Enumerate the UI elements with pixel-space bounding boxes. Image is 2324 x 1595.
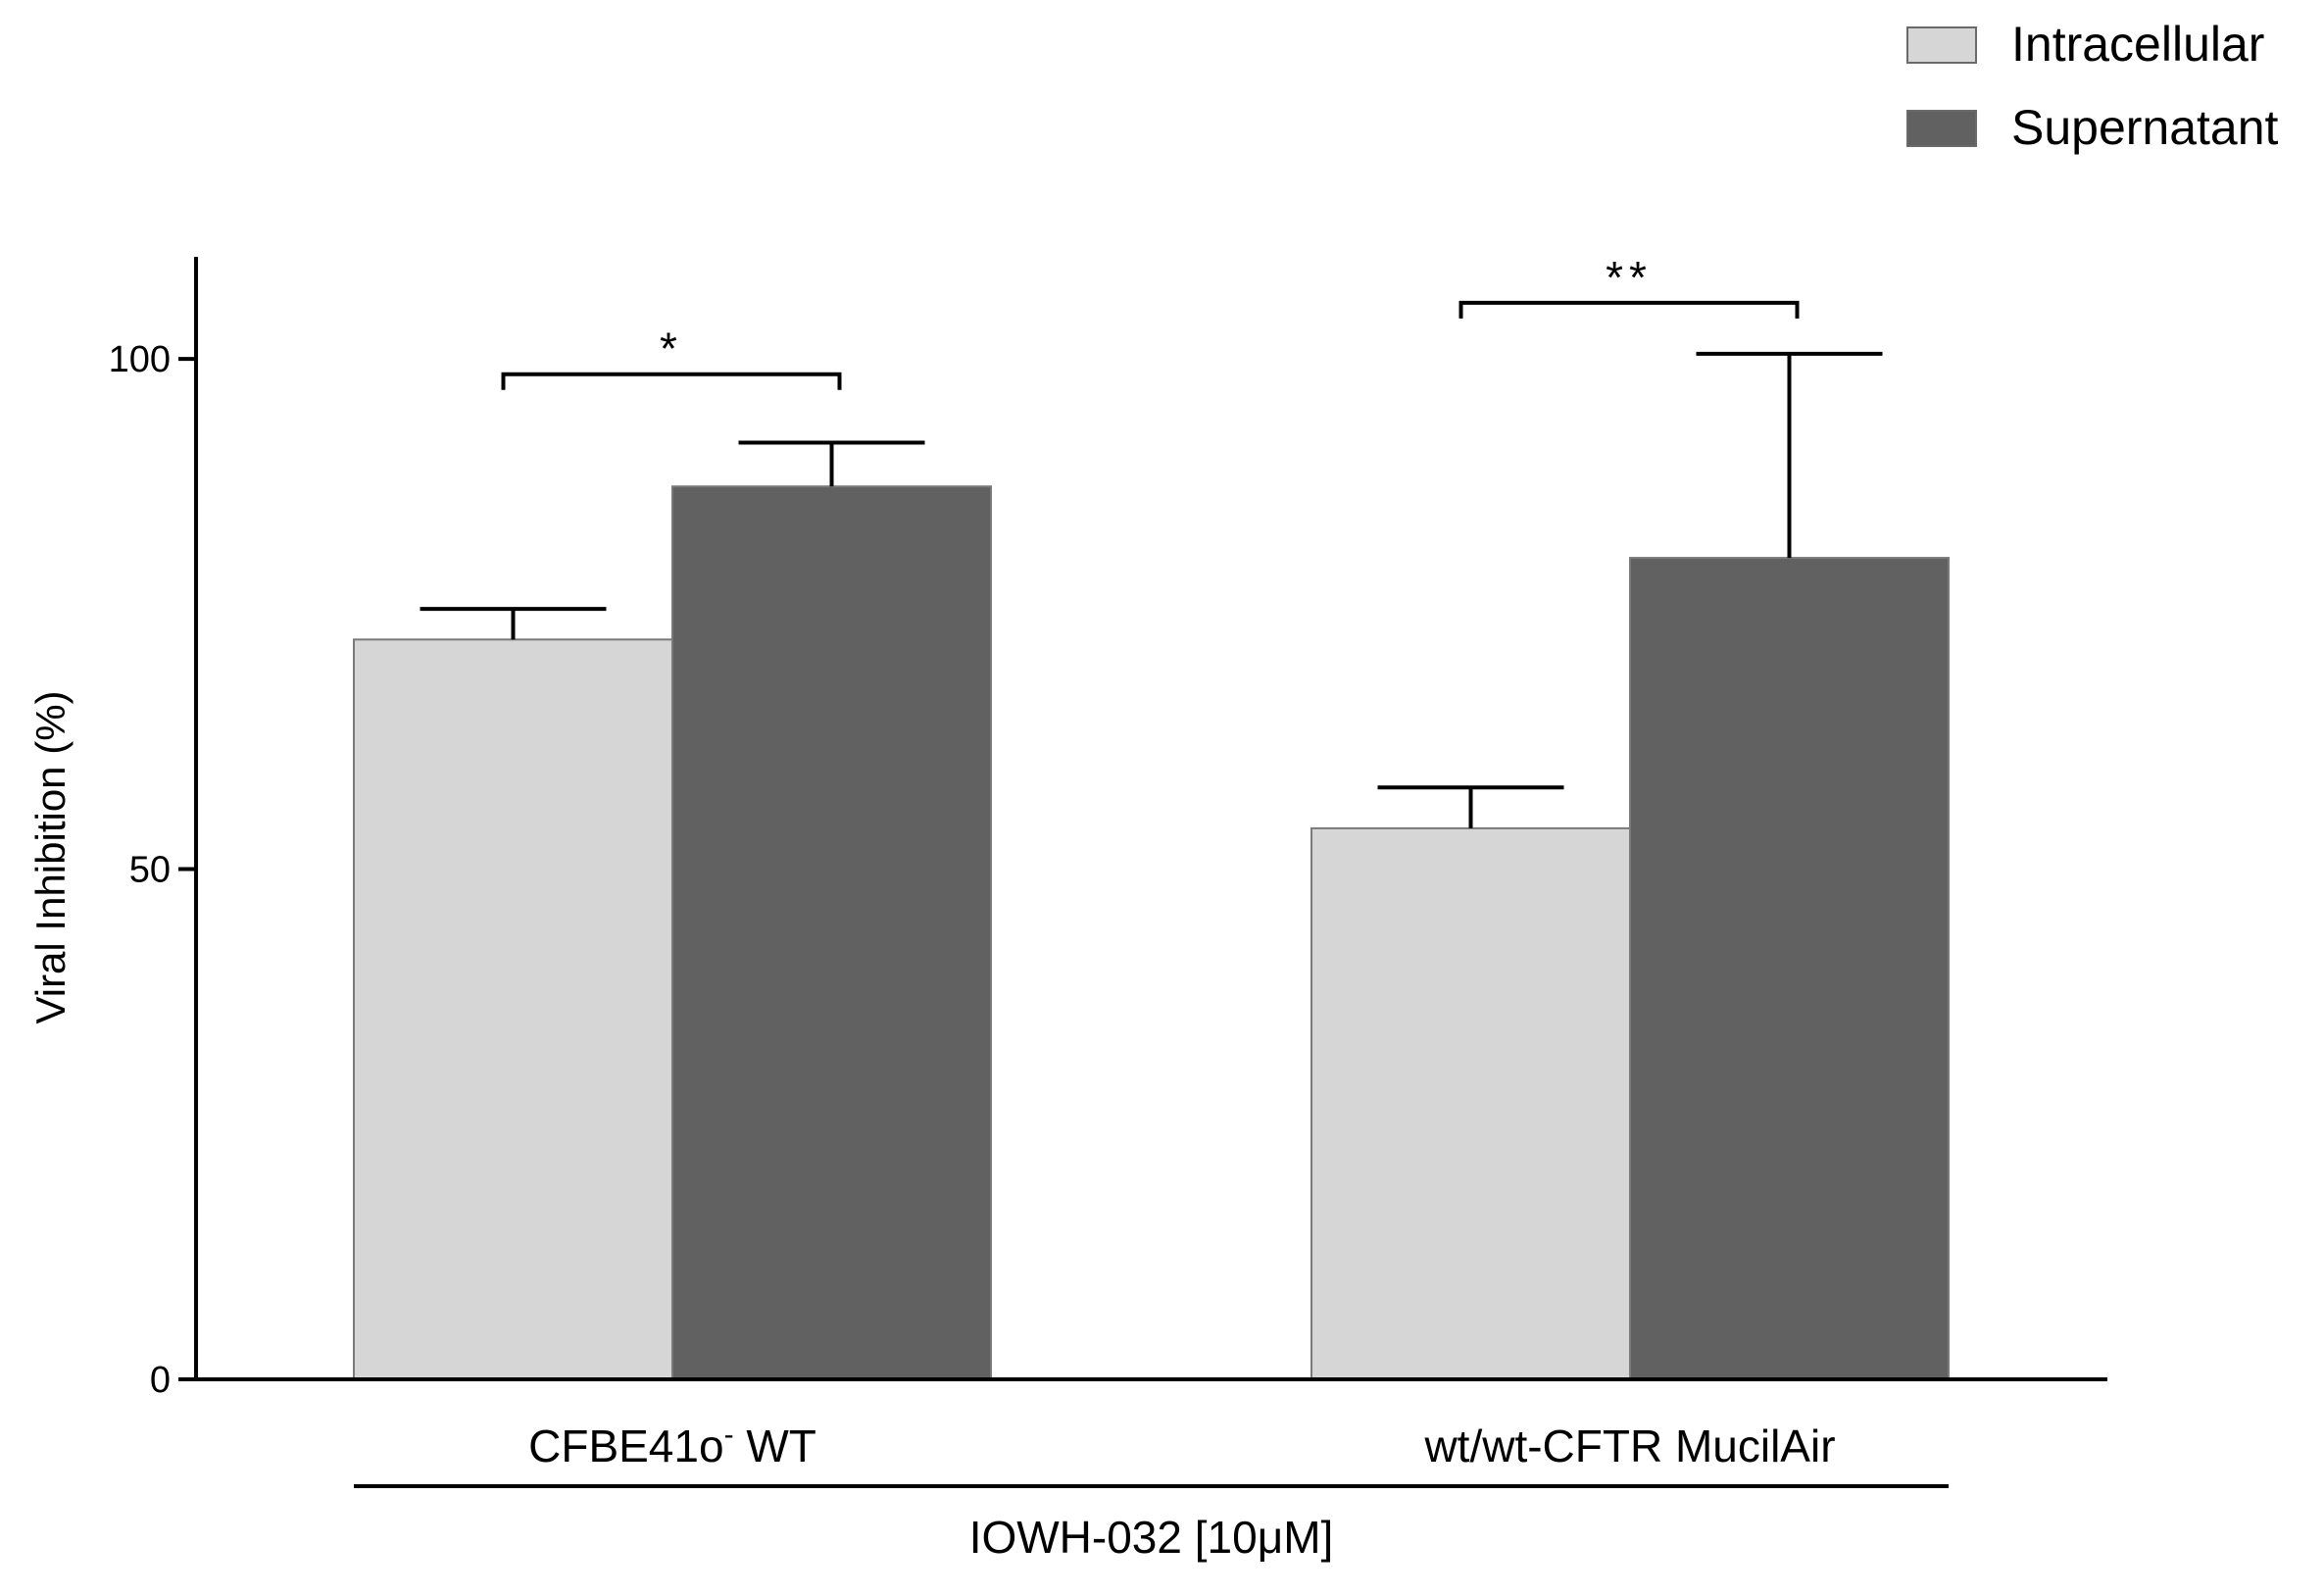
legend-label-supernatant: Supernatant <box>2011 100 2279 155</box>
group-title: IOWH-032 [10μM] <box>969 1512 1334 1563</box>
significance-label-0: * <box>660 324 683 374</box>
category-label-suffix: WT <box>734 1421 816 1471</box>
y-tick-label-0: 0 <box>150 1360 171 1401</box>
error-bars-layer <box>420 351 1883 828</box>
bar-intracellular-1 <box>1310 826 1631 1380</box>
group-title-prefix: IOWH-032 [10 <box>969 1512 1258 1563</box>
legend-swatch-intracellular <box>1906 26 1977 64</box>
legend-swatch-supernatant <box>1906 110 1977 147</box>
y-tick-label-50: 50 <box>129 850 171 891</box>
category-label-0: CFBE41o- WT <box>528 1419 816 1471</box>
bar-intracellular-0 <box>353 638 673 1380</box>
group-title-mu: μ <box>1258 1512 1284 1563</box>
group-title-suffix: M] <box>1283 1512 1333 1563</box>
significance-layer: *** <box>501 252 1800 390</box>
bars-layer <box>353 485 1950 1381</box>
category-label-1: wt/wt-CFTR MucilAir <box>1423 1421 1835 1471</box>
y-tick-label-100: 100 <box>109 339 171 380</box>
significance-bracket-0 <box>501 372 842 390</box>
legend: Intracellular Supernatant <box>1906 17 2279 155</box>
legend-label-intracellular: Intracellular <box>2011 17 2264 72</box>
labels-layer: Viral Inhibition (%) CFBE41o- WT wt/wt-CFT… <box>27 690 1949 1563</box>
category-label-text: wt/wt-CFTR MucilAir <box>1423 1421 1835 1471</box>
category-label-superscript: - <box>724 1419 734 1451</box>
bar-supernatant-0 <box>671 485 992 1381</box>
axes-layer: 0 50 100 <box>109 257 2107 1401</box>
significance-label-1: ** <box>1606 252 1653 303</box>
bar-supernatant-1 <box>1629 557 1950 1380</box>
significance-bracket-1 <box>1459 300 1800 319</box>
category-label-text: CFBE41o <box>528 1421 723 1471</box>
y-axis-title: Viral Inhibition (%) <box>27 690 74 1023</box>
